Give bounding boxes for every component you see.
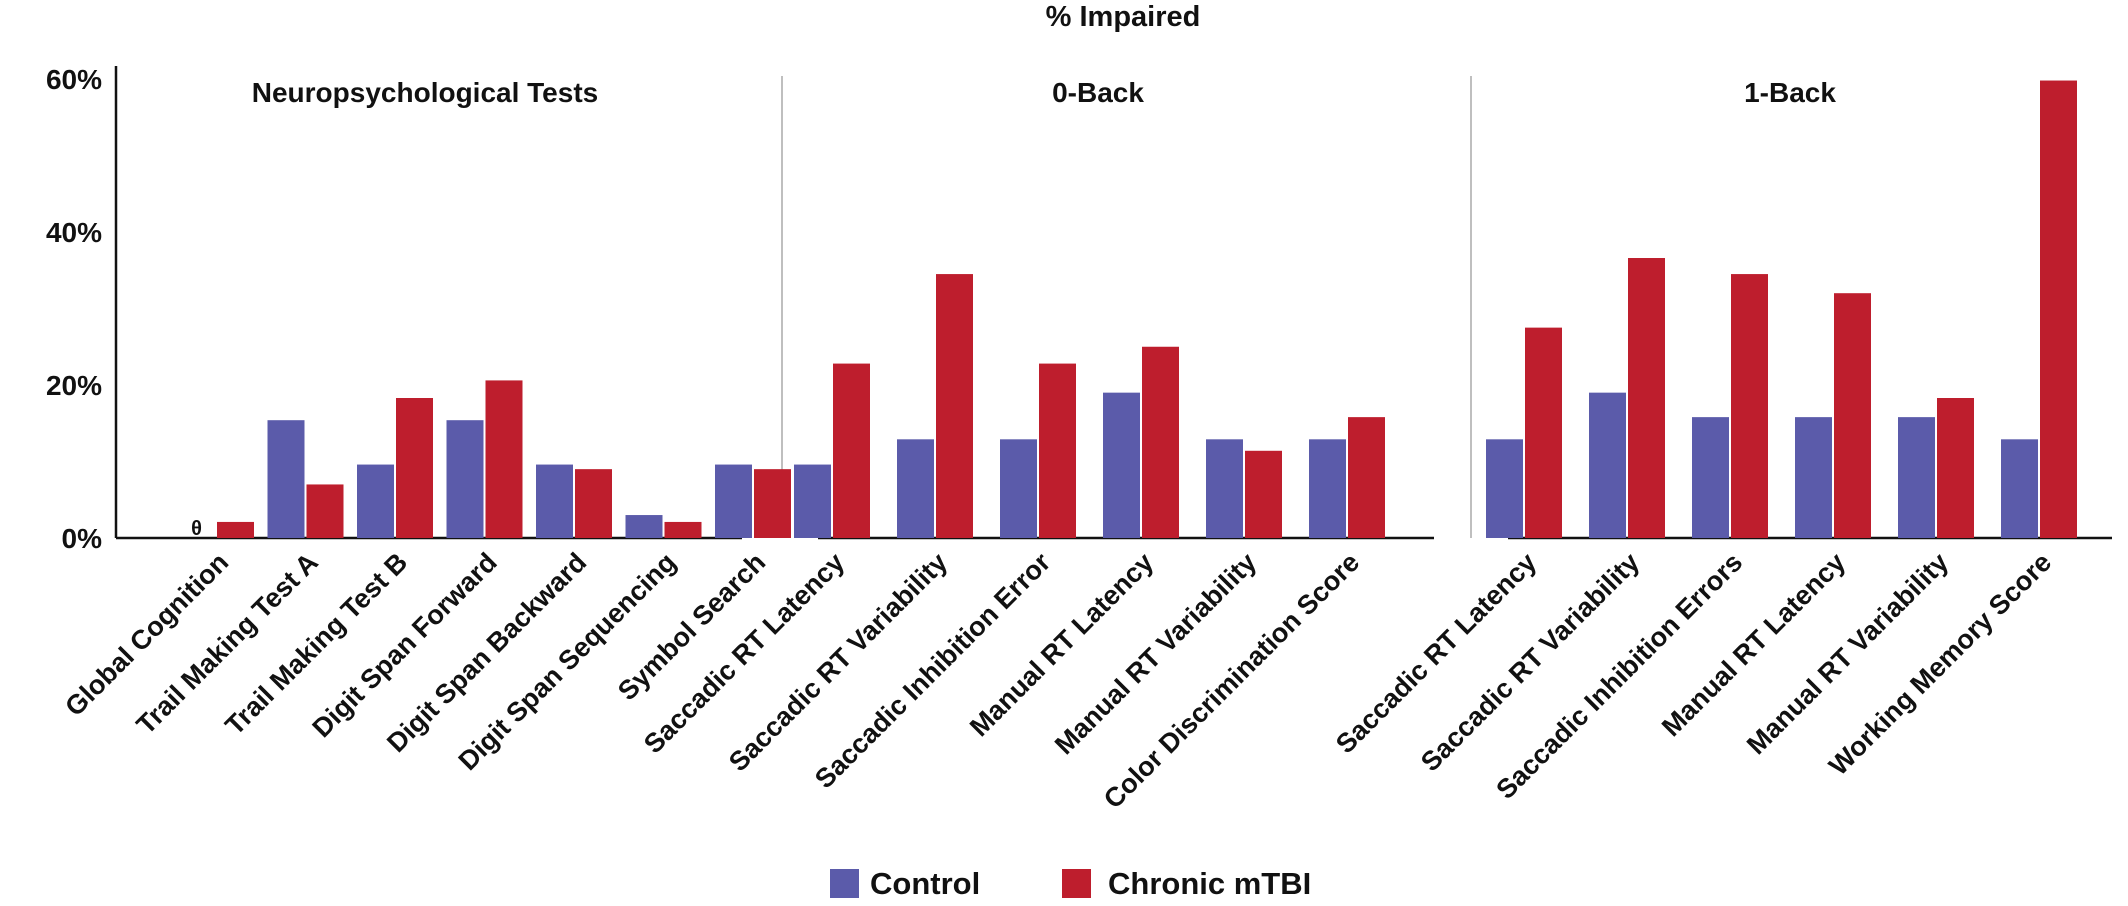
bar xyxy=(396,398,433,538)
bar xyxy=(1898,417,1935,538)
bar xyxy=(625,515,663,538)
chart-title: % Impaired xyxy=(1046,1,1201,33)
bar xyxy=(575,469,612,538)
bar xyxy=(754,469,791,538)
x-tick-label: Manual RT Variability xyxy=(1741,547,1954,760)
bar xyxy=(1795,417,1832,538)
bar xyxy=(1692,417,1729,538)
bar xyxy=(1039,363,1076,538)
legend-item: Chronic mTBI xyxy=(1062,866,1311,901)
panel-title: Neuropsychological Tests xyxy=(252,77,598,108)
legend-label: Control xyxy=(870,866,980,901)
bar xyxy=(1937,398,1974,538)
legend-label: Chronic mTBI xyxy=(1108,866,1311,901)
legend-item: Control xyxy=(830,866,980,901)
bar xyxy=(1206,439,1243,538)
y-tick-labels: 0% 20% 40% 60% xyxy=(46,64,102,554)
bar xyxy=(1834,293,1871,538)
x-tick-label: Manual RT Latency xyxy=(1656,547,1851,742)
bar xyxy=(794,464,831,538)
bar xyxy=(2040,80,2077,538)
bar xyxy=(833,363,870,538)
bar xyxy=(1486,439,1523,538)
bar xyxy=(664,521,702,538)
legend-swatch xyxy=(830,869,859,898)
bar xyxy=(897,439,934,538)
bar xyxy=(715,464,752,538)
chart-panel: Neuropsychological Tests Global Cognition… xyxy=(59,77,791,776)
bar xyxy=(2001,439,2038,538)
legend-swatch xyxy=(1062,869,1091,898)
bar xyxy=(485,380,523,538)
bar xyxy=(1731,274,1768,538)
chart-panels: Neuropsychological Tests Global Cognition… xyxy=(59,77,2112,814)
bar xyxy=(536,464,573,538)
bar xyxy=(1589,392,1626,538)
panel-title: 0-Back xyxy=(1052,77,1144,108)
bar xyxy=(936,274,973,538)
x-tick-label: Manual RT Variability xyxy=(1049,547,1262,760)
y-tick-label: 0% xyxy=(62,523,103,554)
x-tick-label: Global Cognition xyxy=(59,547,234,722)
y-tick-label: 20% xyxy=(46,370,102,401)
bar xyxy=(267,420,305,538)
bar-annotation: θ xyxy=(191,518,202,540)
bar xyxy=(1348,417,1385,538)
x-tick-label: Saccadic RT Latency xyxy=(1330,547,1542,759)
bar xyxy=(1142,346,1179,538)
bar xyxy=(357,464,394,538)
bar xyxy=(306,484,344,538)
panel-title: 1-Back xyxy=(1744,77,1836,108)
y-tick-label: 60% xyxy=(46,64,102,95)
bar xyxy=(446,420,484,538)
bar xyxy=(1245,450,1282,538)
bar xyxy=(1525,327,1562,538)
legend: Control Chronic mTBI xyxy=(830,866,1311,901)
bar xyxy=(217,521,254,538)
x-tick-label: Manual RT Latency xyxy=(964,547,1159,742)
bar xyxy=(1309,439,1346,538)
bar xyxy=(1103,392,1140,538)
bar xyxy=(1628,258,1665,538)
y-tick-label: 40% xyxy=(46,217,102,248)
bar xyxy=(1000,439,1037,538)
